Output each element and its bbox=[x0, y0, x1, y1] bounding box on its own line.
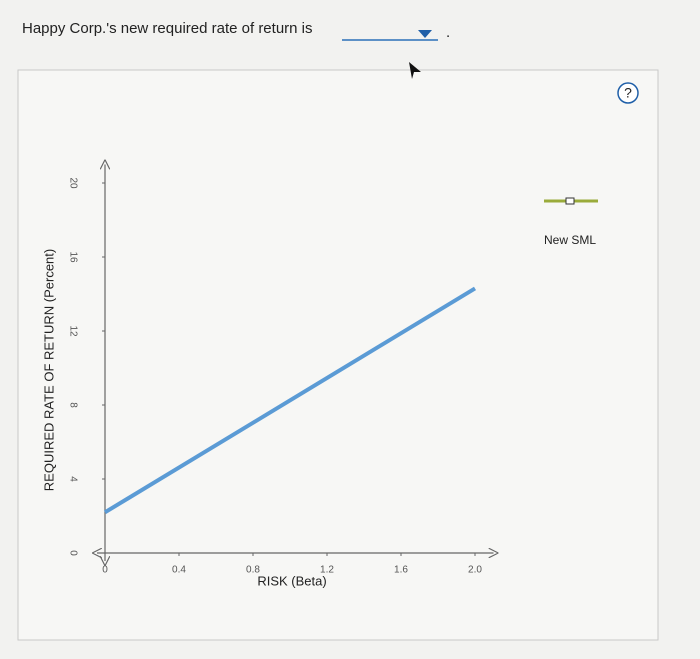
x-tick-label: 0.4 bbox=[172, 565, 186, 576]
graph-panel bbox=[17, 69, 659, 641]
x-tick-label: 1.2 bbox=[320, 565, 334, 576]
x-tick-label: 0.8 bbox=[246, 565, 260, 576]
y-tick-label: 12 bbox=[67, 325, 78, 337]
y-tick-label: 8 bbox=[67, 402, 78, 408]
y-tick-label: 16 bbox=[67, 251, 78, 263]
help-icon-glyph[interactable]: ? bbox=[624, 85, 632, 101]
y-tick-label: 4 bbox=[67, 476, 78, 482]
legend-label: New SML bbox=[544, 233, 596, 247]
question-text: Happy Corp.'s new required rate of retur… bbox=[22, 20, 313, 37]
y-tick-label: 20 bbox=[67, 177, 78, 189]
legend-marker bbox=[565, 197, 575, 205]
y-axis-label: REQUIRED RATE OF RETURN (Percent) bbox=[41, 249, 56, 491]
help-icon[interactable] bbox=[617, 82, 639, 104]
cursor bbox=[409, 62, 421, 79]
x-axis-label: RISK (Beta) bbox=[257, 573, 326, 588]
sml-line bbox=[103, 286, 477, 515]
dropdown-arrow[interactable] bbox=[418, 30, 432, 38]
question-end: . bbox=[446, 24, 450, 41]
x-tick-label: 0 bbox=[102, 565, 108, 576]
x-tick-label: 1.6 bbox=[394, 565, 408, 576]
plot: 0 4 8 12 16 20 0 0.4 0.8 1.2 1.6 2.0 RISK (Beta) REQU… bbox=[41, 165, 598, 588]
x-tick-label: 2.0 bbox=[468, 565, 482, 576]
y-tick-label: 0 bbox=[67, 550, 78, 556]
